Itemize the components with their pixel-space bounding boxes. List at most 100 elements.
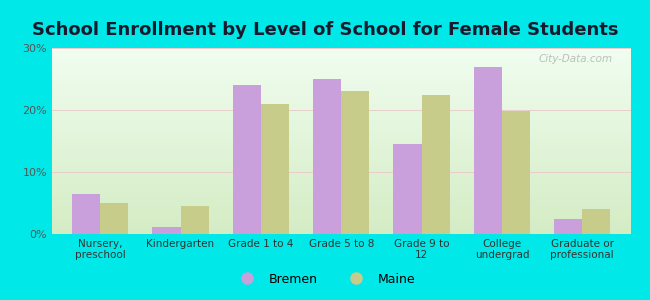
Bar — [341, 92, 369, 234]
Bar — [52, 171, 630, 172]
Bar — [233, 85, 261, 234]
Bar — [52, 193, 630, 195]
Bar — [52, 113, 630, 115]
Bar — [52, 106, 630, 107]
Bar — [52, 210, 630, 212]
Bar — [52, 143, 630, 145]
Bar — [52, 145, 630, 147]
Bar — [52, 93, 630, 94]
Bar — [52, 178, 630, 180]
Bar — [313, 79, 341, 234]
Bar — [52, 214, 630, 215]
Bar — [52, 208, 630, 210]
Bar — [100, 203, 128, 234]
Bar — [52, 212, 630, 214]
Bar — [474, 67, 502, 234]
Bar — [52, 134, 630, 135]
Bar — [52, 104, 630, 106]
Bar — [52, 165, 630, 167]
Bar — [52, 96, 630, 98]
Bar — [52, 226, 630, 228]
Bar — [52, 182, 630, 184]
Bar — [52, 186, 630, 188]
Bar — [52, 87, 630, 89]
Bar — [52, 223, 630, 225]
Bar — [52, 197, 630, 199]
Bar — [52, 130, 630, 132]
Bar — [52, 63, 630, 65]
Bar — [52, 217, 630, 219]
Bar — [52, 180, 630, 182]
Bar — [52, 83, 630, 85]
Bar — [52, 167, 630, 169]
Bar — [52, 61, 630, 63]
Bar — [52, 76, 630, 78]
Bar — [52, 135, 630, 137]
Bar — [52, 80, 630, 82]
Bar — [52, 78, 630, 80]
Bar — [52, 225, 630, 226]
Bar — [52, 158, 630, 160]
Bar — [52, 48, 630, 50]
Bar — [52, 199, 630, 200]
Bar — [52, 221, 630, 223]
Bar — [52, 70, 630, 72]
Bar — [153, 226, 181, 234]
Bar — [52, 89, 630, 91]
Bar — [52, 91, 630, 93]
Bar — [52, 202, 630, 204]
Legend: Bremen, Maine: Bremen, Maine — [229, 268, 421, 291]
Bar — [52, 98, 630, 100]
Bar — [52, 156, 630, 158]
Bar — [582, 209, 610, 234]
Bar — [52, 161, 630, 163]
Bar — [52, 219, 630, 221]
Bar — [52, 52, 630, 54]
Bar — [52, 74, 630, 76]
Bar — [52, 150, 630, 152]
Bar — [52, 132, 630, 134]
Bar — [422, 94, 450, 234]
Bar — [52, 215, 630, 217]
Bar — [52, 163, 630, 165]
Bar — [52, 154, 630, 156]
Bar — [502, 111, 530, 234]
Bar — [52, 184, 630, 186]
Bar — [52, 169, 630, 171]
Bar — [52, 102, 630, 104]
Bar — [72, 194, 100, 234]
Bar — [554, 218, 582, 234]
Bar — [52, 57, 630, 59]
Bar — [52, 137, 630, 139]
Bar — [52, 117, 630, 119]
Bar — [52, 148, 630, 150]
Bar — [52, 191, 630, 193]
Bar — [52, 147, 630, 148]
Bar — [52, 152, 630, 154]
Bar — [52, 107, 630, 110]
Bar — [52, 115, 630, 117]
Bar — [52, 121, 630, 122]
Bar — [52, 175, 630, 176]
Bar — [52, 232, 630, 234]
Bar — [52, 200, 630, 202]
Bar — [181, 206, 209, 234]
Bar — [52, 230, 630, 232]
Bar — [52, 204, 630, 206]
Bar — [52, 67, 630, 68]
Bar — [52, 189, 630, 191]
Bar — [52, 50, 630, 52]
Bar — [52, 176, 630, 178]
Bar — [52, 68, 630, 70]
Bar — [52, 172, 630, 175]
Bar — [52, 85, 630, 87]
Bar — [52, 100, 630, 102]
Bar — [52, 65, 630, 67]
Text: School Enrollment by Level of School for Female Students: School Enrollment by Level of School for… — [32, 21, 618, 39]
Bar — [52, 122, 630, 124]
Bar — [52, 119, 630, 121]
Bar — [261, 104, 289, 234]
Bar — [52, 94, 630, 96]
Bar — [52, 111, 630, 113]
Bar — [52, 72, 630, 74]
